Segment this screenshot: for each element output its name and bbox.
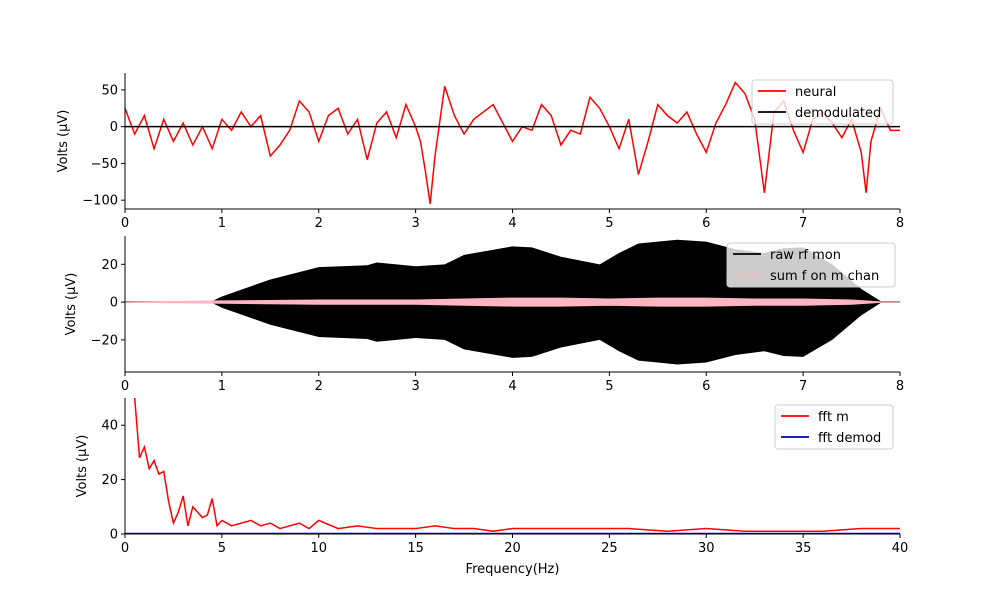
x-tick-label: 2 [315,379,323,394]
x-tick-label: 5 [605,379,613,394]
x-tick-label: 8 [896,216,904,231]
y-axis-label: Volts (μV) [75,435,90,498]
y-tick-label: −100 [82,194,118,209]
x-tick-label: 5 [218,541,226,556]
x-tick-label: 3 [411,216,419,231]
y-axis-label: Volts (μV) [64,273,79,336]
legend-label: raw rf mon [770,248,841,263]
x-axis-label: Frequency(Hz) [466,562,560,577]
legend [726,242,896,288]
x-tick-label: 30 [698,541,715,556]
legend-label: fft demod [818,431,881,446]
x-tick-label: 5 [605,216,613,231]
y-tick-label: 20 [101,258,118,273]
x-tick-label: 0 [121,379,129,394]
y-tick-label: −50 [91,157,118,172]
x-tick-label: 4 [508,379,516,394]
legend-label: sum f on m chan [770,269,879,284]
x-tick-label: 10 [310,541,327,556]
series-sum-f-on-m-chan [125,297,900,307]
series-fft-m [133,398,900,533]
x-tick-label: 2 [315,216,323,231]
legend-label: fft m [818,410,849,425]
legend-label: demodulated [795,106,881,121]
y-tick-label: 0 [110,296,118,311]
x-tick-label: 0 [121,216,129,231]
x-tick-label: 7 [799,379,807,394]
x-tick-label: 1 [218,379,226,394]
x-tick-label: 35 [795,541,812,556]
y-tick-label: 0 [110,120,118,135]
y-tick-label: 0 [110,528,118,543]
x-tick-label: 6 [702,216,710,231]
x-tick-label: 6 [702,379,710,394]
y-axis-label: Volts (μV) [56,110,71,173]
x-tick-label: 8 [896,379,904,394]
chart-1: 0 1 2 3 4 5 6 7 8 50 0 −50 −100 Volts (μV) neural demod… [56,73,904,231]
x-tick-label: 0 [121,541,129,556]
y-tick-label: 40 [101,419,118,434]
x-tick-label: 4 [508,216,516,231]
x-tick-label: 25 [601,541,618,556]
legend [751,79,894,125]
x-tick-label: 1 [218,216,226,231]
chart-3: 0 5 10 15 20 25 30 35 40 0 20 40 Volts (μV) Frequency… [75,398,908,577]
y-tick-label: −20 [91,333,118,348]
x-tick-label: 3 [411,379,419,394]
chart-2: 0 1 2 3 4 5 6 7 8 20 0 −20 Volts (μV) raw rf mon sum f… [64,236,904,394]
y-tick-label: 20 [101,473,118,488]
y-tick-label: 50 [101,83,118,98]
x-tick-label: 40 [892,541,909,556]
x-tick-label: 15 [407,541,424,556]
x-tick-label: 7 [799,216,807,231]
legend-label: neural [795,85,836,100]
x-tick-label: 20 [504,541,521,556]
